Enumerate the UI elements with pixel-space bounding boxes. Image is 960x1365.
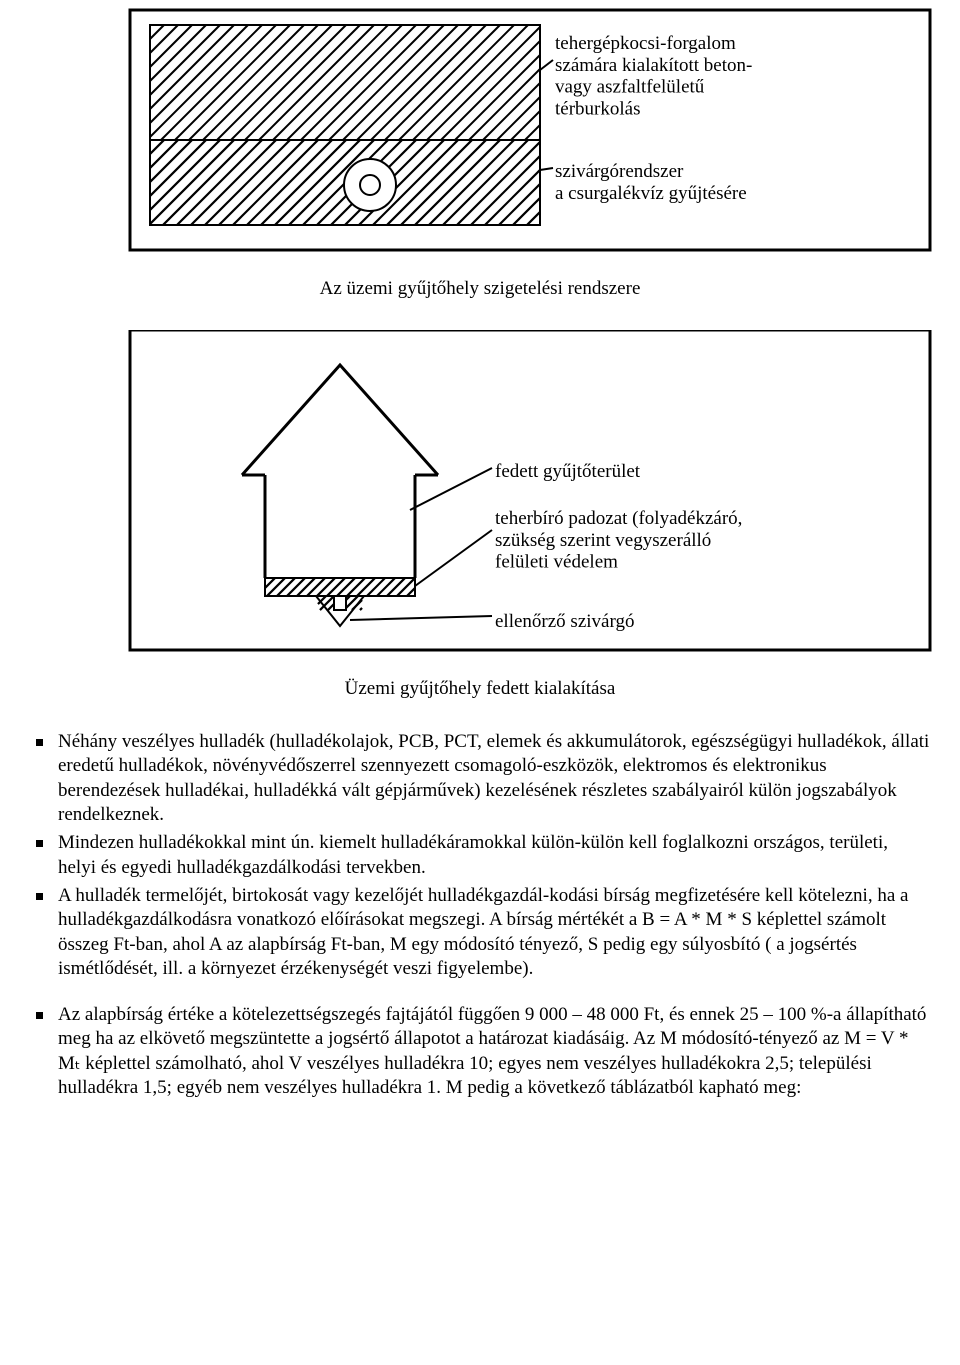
figure-2: fedett gyűjtőterületteherbíró padozat (f… bbox=[70, 330, 890, 660]
svg-text:ellenőrző szivárgó: ellenőrző szivárgó bbox=[495, 611, 634, 632]
svg-text:fedett gyűjtőterület: fedett gyűjtőterület bbox=[495, 461, 641, 482]
figure-1-svg: tehergépkocsi-forgalomszámára kialakítot… bbox=[70, 0, 950, 260]
body-bullet-item: Mindezen hulladékokkal mint ún. kiemelt … bbox=[30, 831, 930, 880]
body-bullet-item: Néhány veszélyes hulladék (hulladékolajo… bbox=[30, 730, 930, 827]
figure-2-caption: Üzemi gyűjtőhely fedett kialakítása bbox=[0, 678, 960, 700]
body-bullet-item: A hulladék termelőjét, birtokosát vagy k… bbox=[30, 884, 930, 981]
body-bullet-list: Néhány veszélyes hulladék (hulladékolajo… bbox=[30, 730, 960, 1100]
page: tehergépkocsi-forgalomszámára kialakítot… bbox=[0, 0, 960, 1144]
figure-1: tehergépkocsi-forgalomszámára kialakítot… bbox=[70, 0, 890, 260]
figure-1-caption: Az üzemi gyűjtőhely szigetelési rendszer… bbox=[0, 278, 960, 300]
bullet-gap bbox=[30, 985, 930, 1003]
figure-2-svg: fedett gyűjtőterületteherbíró padozat (f… bbox=[70, 330, 950, 660]
body-bullet-item: Az alapbírság értéke a kötelezettségszeg… bbox=[30, 1003, 930, 1100]
